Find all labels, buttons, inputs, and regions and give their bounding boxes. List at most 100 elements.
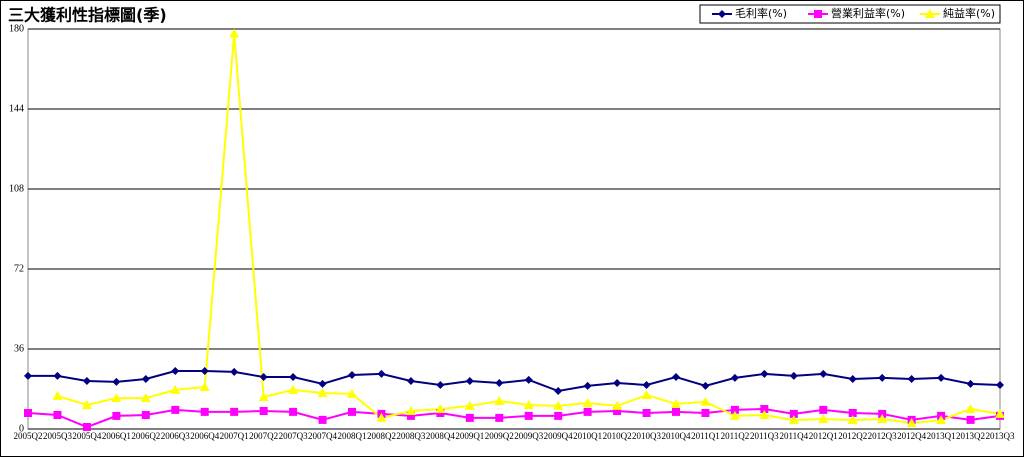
point: [789, 371, 798, 380]
point: [582, 398, 593, 407]
point: [348, 371, 356, 379]
point: [966, 379, 975, 388]
x-tick-label: 2013Q3: [986, 431, 1015, 441]
y-tick-label: 144: [9, 103, 24, 114]
point: [200, 367, 209, 375]
point: [259, 373, 268, 381]
point: [672, 407, 680, 416]
point: [848, 375, 857, 383]
point: [24, 409, 32, 417]
point: [141, 411, 150, 419]
point: [877, 414, 888, 423]
point: [613, 407, 622, 415]
point: [583, 381, 592, 390]
x-tick-label: 2011Q1: [691, 431, 720, 441]
x-tick-label: 2008Q1: [338, 431, 367, 441]
point: [230, 367, 239, 376]
point: [259, 407, 268, 415]
point: [995, 408, 1005, 418]
point: [464, 400, 475, 410]
point: [937, 373, 946, 382]
point: [347, 388, 357, 398]
point: [229, 28, 240, 38]
x-tick-label: 2012Q1: [809, 431, 838, 441]
x-tick-label: 2012Q3: [868, 431, 897, 441]
point: [348, 407, 356, 416]
point: [406, 411, 415, 420]
point: [671, 398, 681, 408]
point: [524, 411, 533, 420]
point: [701, 381, 710, 390]
point: [171, 367, 180, 375]
x-tick-label: 2007Q1: [220, 431, 249, 441]
point: [583, 407, 592, 416]
x-tick-label: 2008Q2: [367, 431, 396, 441]
point: [288, 384, 299, 394]
point: [377, 369, 386, 378]
point: [936, 415, 947, 425]
point: [553, 400, 564, 410]
x-tick-label: 2009Q3: [514, 431, 543, 441]
point: [81, 400, 92, 409]
point: [318, 379, 327, 388]
x-tick-label: 2010Q2: [603, 431, 632, 441]
x-tick-label: 2010Q4: [662, 431, 691, 441]
point: [318, 415, 327, 424]
series-line: [28, 370, 1001, 393]
point: [494, 396, 505, 405]
point: [819, 369, 828, 378]
point: [729, 410, 740, 420]
point: [405, 406, 416, 415]
point: [965, 404, 976, 413]
plot-area: [27, 28, 1001, 430]
point: [200, 407, 209, 416]
x-tick-label: 2011Q3: [750, 431, 779, 441]
point: [436, 381, 445, 389]
point: [814, 10, 822, 18]
y-tick-label: 36: [14, 343, 24, 354]
point: [718, 10, 726, 18]
point: [53, 371, 62, 380]
point: [789, 409, 798, 418]
x-tick-label: 2012Q2: [838, 431, 867, 441]
x-tick-label: 2005Q4: [72, 431, 101, 441]
x-tick-label: 2009Q2: [485, 431, 514, 441]
x-tick-label: 2006Q4: [190, 431, 219, 441]
point: [966, 415, 975, 424]
x-tick-label: 2005Q3: [43, 431, 72, 441]
y-tick-label: 180: [9, 23, 24, 34]
y-tick-label: 0: [19, 423, 24, 434]
point: [53, 411, 62, 419]
point: [289, 407, 298, 416]
point: [906, 418, 917, 427]
point: [759, 410, 770, 419]
point: [258, 392, 269, 401]
legend-label: 營業利益率(%): [831, 6, 905, 20]
point: [641, 390, 652, 399]
point: [112, 377, 121, 386]
point: [701, 409, 710, 417]
point: [24, 371, 32, 380]
point: [925, 9, 935, 18]
point: [700, 396, 711, 406]
point: [199, 382, 210, 391]
x-tick-label: 2007Q4: [308, 431, 337, 441]
point: [878, 373, 887, 382]
point: [730, 373, 739, 382]
x-tick-label: 2008Q3: [396, 431, 425, 441]
point: [495, 379, 504, 387]
y-tick-label: 72: [14, 263, 24, 274]
point: [760, 369, 769, 378]
point: [730, 405, 739, 414]
point: [435, 404, 446, 413]
point: [554, 411, 563, 420]
y-tick-label: 108: [9, 183, 24, 194]
point: [819, 405, 828, 414]
point: [642, 381, 651, 389]
x-tick-label: 2009Q4: [544, 431, 573, 441]
point: [818, 414, 829, 423]
point: [907, 375, 916, 383]
point: [495, 413, 504, 422]
x-tick-label: 2012Q4: [897, 431, 926, 441]
x-tick-label: 2010Q3: [632, 431, 661, 441]
